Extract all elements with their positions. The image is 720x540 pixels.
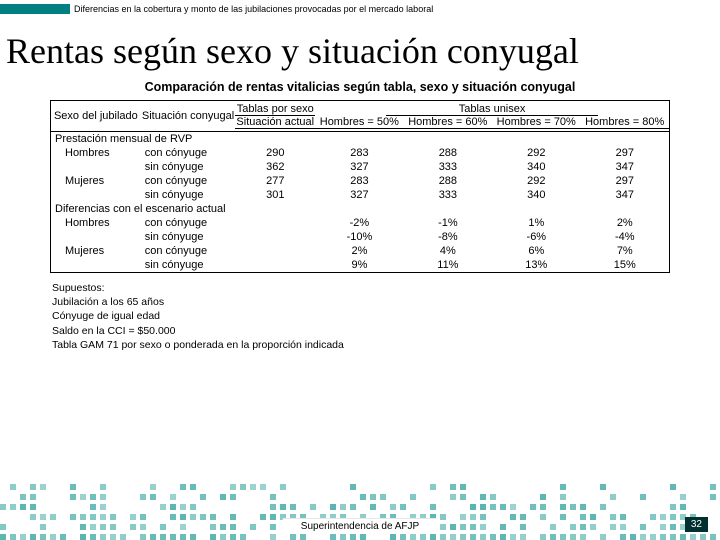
table-row: Mujerescon cónyuge 2%4%6%7%	[51, 244, 669, 258]
cell-situacion: sin cónyuge	[141, 258, 236, 272]
page-title: Rentas según sexo y situación conyugal	[6, 30, 720, 72]
table-row: sin cónyuge301327333340347	[51, 188, 669, 202]
assumption-line: Saldo en la CCI = $50.000	[52, 324, 720, 338]
cell-actual: 277	[235, 174, 315, 188]
cell-value: -6%	[492, 231, 580, 243]
cell-sexo	[51, 230, 141, 244]
col-header-unisex: Tablas unisex	[386, 103, 598, 116]
section-diff: Diferencias con el escenario actual	[51, 202, 669, 216]
cell-value: 1%	[492, 217, 580, 229]
cell-situacion: con cónyuge	[141, 216, 236, 230]
col-header-situacion: Situación conyugal	[141, 101, 236, 131]
cell-value: 283	[315, 175, 403, 187]
table-row: sin cónyuge -10%-8%-6%-4%	[51, 230, 669, 244]
cell-value: 347	[581, 189, 669, 201]
cell-situacion: sin cónyuge	[141, 230, 236, 244]
cell-sexo: Hombres	[51, 146, 141, 160]
cell-value: -4%	[581, 231, 669, 243]
footer: Superintendencia de AFJP 32	[0, 480, 720, 540]
cell-sexo: Hombres	[51, 216, 141, 230]
footer-org: Superintendencia de AFJP	[283, 518, 437, 534]
cell-value: 15%	[581, 259, 669, 271]
cell-value: 6%	[492, 245, 580, 257]
cell-value: 347	[581, 161, 669, 173]
page-number: 32	[685, 517, 708, 532]
assumptions-block: Supuestos: Jubilación a los 65 años Cóny…	[52, 281, 720, 352]
cell-value: -8%	[404, 231, 492, 243]
assumption-line: Tabla GAM 71 por sexo o ponderada en la …	[52, 338, 720, 352]
comparison-table: Sexo del jubilado Situación conyugal Tab…	[50, 100, 670, 273]
cell-value: 327	[315, 161, 403, 173]
cell-value: 7%	[581, 245, 669, 257]
assumption-line: Jubilación a los 65 años	[52, 295, 720, 309]
header-accent	[0, 4, 70, 14]
section-rvp: Prestación mensual de RVP	[51, 132, 669, 146]
cell-value: 283	[315, 147, 403, 159]
assumption-line: Cónyuge de igual edad	[52, 309, 720, 323]
assumptions-label: Supuestos:	[52, 281, 720, 295]
cell-value: 297	[581, 175, 669, 187]
col-header-u50: Hombres = 50%	[315, 116, 403, 129]
table-title: Comparación de rentas vitalicias según t…	[0, 80, 720, 94]
cell-value: 4%	[404, 245, 492, 257]
cell-actual	[235, 258, 315, 272]
col-header-u80: Hombres = 80%	[580, 116, 668, 129]
cell-value: 11%	[404, 259, 492, 271]
cell-value: 297	[581, 147, 669, 159]
cell-value: 340	[492, 161, 580, 173]
cell-value: 292	[492, 147, 580, 159]
cell-sexo: Mujeres	[51, 244, 141, 258]
cell-value: 288	[404, 175, 492, 187]
cell-situacion: con cónyuge	[141, 244, 236, 258]
cell-sexo	[51, 258, 141, 272]
col-header-u70: Hombres = 70%	[492, 116, 580, 129]
cell-actual	[235, 230, 315, 244]
cell-value: 292	[492, 175, 580, 187]
cell-situacion: sin cónyuge	[141, 160, 236, 174]
cell-sexo	[51, 188, 141, 202]
col-header-tablas-sexo: Tablas por sexo	[235, 103, 315, 116]
col-header-situacion-actual: Situación actual	[235, 116, 315, 129]
cell-actual	[235, 216, 315, 230]
cell-value: 2%	[315, 245, 403, 257]
cell-situacion: con cónyuge	[141, 146, 236, 160]
cell-actual: 362	[235, 160, 315, 174]
table-row: Hombrescon cónyuge -2%-1%1%2%	[51, 216, 669, 230]
cell-situacion: sin cónyuge	[141, 188, 236, 202]
cell-value: -1%	[404, 217, 492, 229]
table-row: sin cónyuge 9%11%13%15%	[51, 258, 669, 272]
cell-actual: 290	[235, 146, 315, 160]
header-bar: Diferencias en la cobertura y monto de l…	[0, 0, 720, 18]
cell-value: 333	[404, 161, 492, 173]
table-row: Mujerescon cónyuge277283288292297	[51, 174, 669, 188]
cell-value: 327	[315, 189, 403, 201]
cell-actual: 301	[235, 188, 315, 202]
table-row: Hombrescon cónyuge290283288292297	[51, 146, 669, 160]
header-subtitle: Diferencias en la cobertura y monto de l…	[70, 4, 433, 14]
table-body: Prestación mensual de RVP Hombrescon cón…	[51, 131, 669, 272]
cell-sexo	[51, 160, 141, 174]
cell-value: -2%	[315, 217, 403, 229]
cell-value: -10%	[315, 231, 403, 243]
cell-value: 288	[404, 147, 492, 159]
col-header-sexo: Sexo del jubilado	[51, 101, 141, 131]
table-row: sin cónyuge362327333340347	[51, 160, 669, 174]
cell-value: 333	[404, 189, 492, 201]
cell-sexo: Mujeres	[51, 174, 141, 188]
cell-value: 13%	[492, 259, 580, 271]
col-header-u60: Hombres = 60%	[404, 116, 492, 129]
cell-value: 340	[492, 189, 580, 201]
cell-value: 9%	[315, 259, 403, 271]
cell-situacion: con cónyuge	[141, 174, 236, 188]
cell-actual	[235, 244, 315, 258]
cell-value: 2%	[581, 217, 669, 229]
